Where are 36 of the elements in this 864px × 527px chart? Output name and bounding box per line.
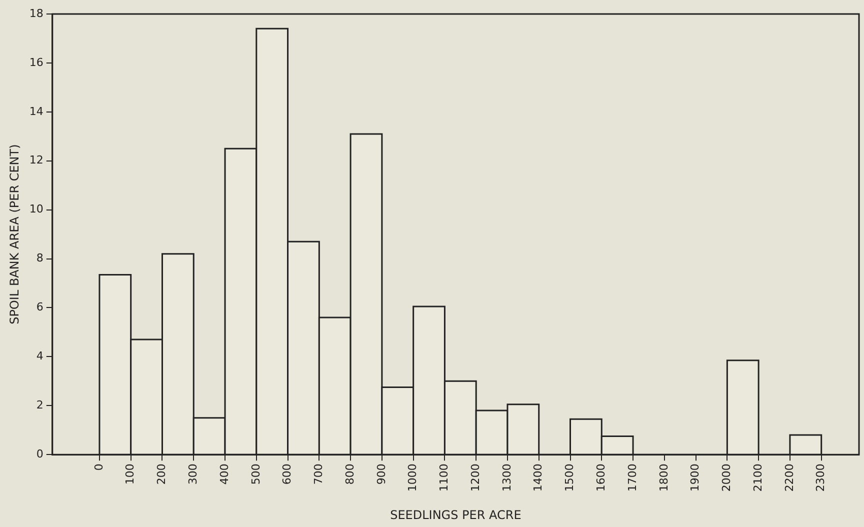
y-tick-label: 16	[29, 56, 44, 69]
y-tick-label: 18	[29, 6, 44, 20]
y-tick-label: 10	[29, 202, 44, 216]
y-tick-label: 4	[36, 350, 44, 363]
x-tick-label: 1200	[468, 464, 482, 492]
x-tick-label: 2000	[720, 464, 734, 492]
x-tick-label: 100	[124, 464, 137, 485]
x-tick-label: 1800	[657, 464, 670, 492]
x-tick-label: 500	[249, 464, 262, 485]
x-tick-label: 200	[155, 464, 168, 485]
y-tick-label: 8	[36, 252, 44, 265]
x-tick-label: 0	[92, 464, 106, 471]
x-tick-label: 800	[343, 464, 356, 485]
x-tick-label: 1600	[594, 464, 608, 492]
x-tick-label: 600	[280, 464, 294, 485]
x-tick-label: 1700	[626, 464, 639, 492]
x-tick-label: 2200	[782, 464, 796, 492]
x-tick-label: 1400	[532, 464, 545, 492]
x-axis-title: SEEDLINGS PER ACRE	[390, 508, 522, 522]
x-tick-label: 900	[374, 464, 388, 485]
x-tick-label: 1300	[500, 464, 514, 492]
y-tick-label: 2	[36, 398, 44, 412]
y-tick-label: 0	[36, 447, 44, 460]
x-tick-label: 1900	[688, 464, 702, 492]
x-tick-label: 700	[312, 464, 326, 485]
x-tick-label: 2100	[751, 464, 764, 492]
y-tick-label: 14	[29, 104, 44, 118]
x-tick-label: 2300	[814, 464, 828, 492]
x-tick-label: 1500	[563, 464, 576, 492]
x-tick-label: 1100	[438, 464, 451, 492]
x-tick-label: 400	[218, 464, 231, 485]
y-tick-label: 12	[29, 154, 44, 167]
x-tick-label: 300	[186, 464, 200, 485]
y-axis-title: SPOIL BANK AREA (PER CENT)	[7, 144, 22, 324]
y-tick-label: 6	[36, 300, 44, 314]
x-tick-label: 1000	[406, 464, 420, 492]
